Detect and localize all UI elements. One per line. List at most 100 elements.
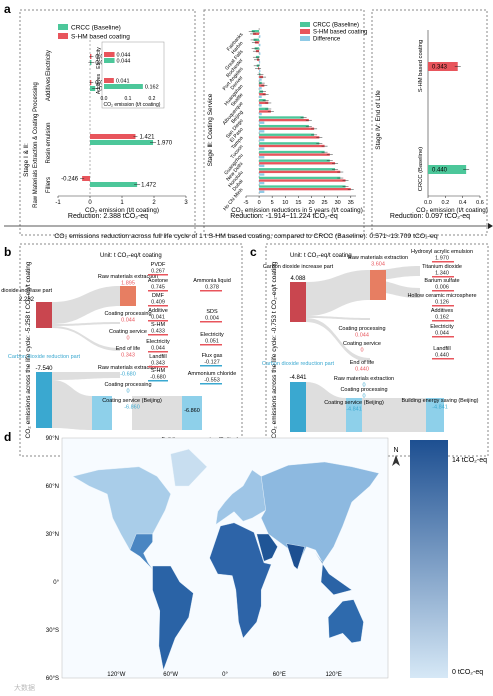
panel-label-d: d xyxy=(4,430,11,444)
increase-value: 2.282 xyxy=(19,297,35,303)
node-0-value: 1.895 xyxy=(121,281,135,287)
bar-shm xyxy=(259,144,325,148)
node-3-label: End of life xyxy=(116,346,140,352)
x-tick-label: 15 xyxy=(295,200,301,206)
inset-tick-label: 0.2 xyxy=(149,96,156,102)
inset-tick-label: 0.0 xyxy=(101,96,108,102)
right-item-3-value: -0.127 xyxy=(204,360,220,366)
node-1-label: Coating processing xyxy=(104,311,151,317)
item-0-value: 1.970 xyxy=(435,256,449,262)
bar-shm xyxy=(259,187,351,191)
reduction-label: Carbon dioxide reduction part xyxy=(8,354,81,360)
item-6-label: Landfill xyxy=(149,354,166,360)
x-tick-label: 2 xyxy=(152,200,156,206)
item-5-label: Electricity xyxy=(146,339,170,345)
bar-diff xyxy=(259,164,265,168)
bar-shm xyxy=(259,93,266,96)
node-2-value: 0 xyxy=(126,336,129,342)
flow-band xyxy=(52,372,120,380)
item-5-value: 0.044 xyxy=(151,346,165,352)
node-service-beijing xyxy=(346,398,362,432)
item-bar xyxy=(148,305,168,307)
node-2-label: Coating service xyxy=(109,329,147,335)
item-4-value: 0.162 xyxy=(435,315,449,321)
x-tick-label: 10 xyxy=(282,200,288,206)
reduction-node xyxy=(290,382,306,432)
bar-shm xyxy=(259,127,315,130)
panel-d: d 90°N 60°N 30°N 0° 30°S 60°S 120°W 60°W 0° 60°E 1… xyxy=(4,430,487,692)
bar-diff xyxy=(259,52,261,55)
data-label-crcc: 1.472 xyxy=(141,183,157,189)
right-item-bar xyxy=(200,365,222,367)
node-5-label: Coating processing xyxy=(104,382,151,388)
right-item-2-label: Electricity xyxy=(200,332,224,338)
right-item-0-label: Ammonia liquid xyxy=(193,278,231,284)
item-3-value: 0.126 xyxy=(435,300,449,306)
x-tick-label: -1 xyxy=(55,200,61,206)
node-1-value: 0.044 xyxy=(355,333,369,339)
node-5-label: Coating processing xyxy=(340,387,387,393)
node-4-value: 0 xyxy=(362,383,365,389)
item-bar xyxy=(148,351,168,353)
bar-diff xyxy=(259,130,265,133)
increase-label: Carbon dioxide increase part xyxy=(0,288,52,294)
unit-label: Unit: t CO₂-eq/t coating xyxy=(290,253,352,259)
bar-crcc xyxy=(259,159,330,162)
summary-text: CO₂ emissions reduction across full life… xyxy=(54,233,437,240)
bar-shm xyxy=(82,176,90,181)
lon-tick-label: 60°E xyxy=(273,672,286,678)
bar-diff xyxy=(259,95,262,99)
x-tick-label: 0 xyxy=(88,200,92,206)
stage-label-s12-sub: Raw Materials Extraction & Coating Proce… xyxy=(33,82,39,208)
right-item-3-label: Flux gas xyxy=(202,353,223,359)
node-5-value: 0 xyxy=(362,394,365,400)
frame-a3 xyxy=(371,9,488,236)
inset-data-label-shm: 0.044 xyxy=(117,53,131,59)
node-building-saving xyxy=(182,396,202,430)
bar-crcc xyxy=(90,140,154,145)
item-4-label: Additives xyxy=(431,308,454,314)
x-tick-label: 0.2 xyxy=(442,200,450,206)
node-service-beijing xyxy=(92,396,112,430)
legend-label-crcc: CRCC (Baseline) xyxy=(71,25,121,32)
panel-c: c CO₂ emissions across the life cycle: -… xyxy=(250,243,489,457)
x-tick-label: 25 xyxy=(322,200,328,206)
reduction-a1: Reduction: 2.388 tCO₂-eq xyxy=(68,213,148,220)
increase-value: 4.088 xyxy=(290,276,306,282)
bar-diff xyxy=(259,173,265,176)
lat-tick-label: 60°S xyxy=(46,676,59,682)
right-item-0-value: 0.378 xyxy=(205,285,219,291)
item-7-label: Building energy saving (Beijing) xyxy=(401,398,478,404)
node-3-value: 0.343 xyxy=(121,353,135,359)
panel-a: a Stage Ⅰ & Ⅱ: Raw Materials Extraction … xyxy=(4,2,493,240)
item-6-label: Landfill xyxy=(433,346,450,352)
increase-node xyxy=(290,282,306,322)
bar-diff xyxy=(259,69,261,73)
x-tick-label: 20 xyxy=(308,200,314,206)
sankey-b: Unit: t CO₂-eq/t coating Carbon dioxide i… xyxy=(0,253,239,452)
flow-band xyxy=(306,382,346,432)
bar-crcc xyxy=(259,107,269,111)
node-6-value: -6.860 xyxy=(124,405,140,411)
right-item-2-value: 0.051 xyxy=(205,339,219,345)
item-2-label: DMF xyxy=(152,293,165,299)
legend-swatch xyxy=(300,36,310,41)
bar-shm xyxy=(259,170,341,174)
bar-crcc xyxy=(259,176,341,180)
item-7-value: -4.841 xyxy=(432,405,448,411)
x-tick-label: 0.4 xyxy=(459,200,467,206)
node-1-label: Coating processing xyxy=(338,326,385,332)
sankey-b-ylabel: CO₂ emissions across the life cycle: -5.… xyxy=(25,261,32,438)
unit-label: Unit: t CO₂-eq/t coating xyxy=(100,253,162,259)
bar-shm xyxy=(259,162,336,165)
node-0-label: Raw materials extraction xyxy=(98,274,158,280)
flow-band xyxy=(52,286,120,324)
data-label: 0.440 xyxy=(432,168,448,174)
x-axis-label: CO₂ emission reductions in 5 years (t/t … xyxy=(231,207,363,214)
bar-shm xyxy=(259,153,330,156)
item-2-value: 0.409 xyxy=(151,300,165,306)
node-5-value: 0 xyxy=(126,389,129,395)
bar-shm xyxy=(428,62,458,71)
